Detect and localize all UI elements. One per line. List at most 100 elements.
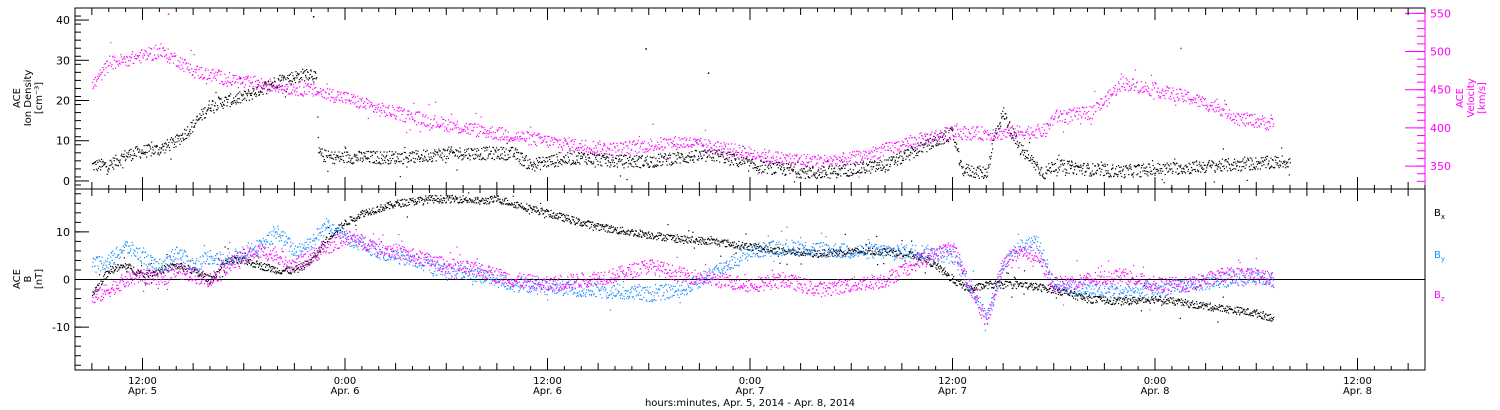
bx-point bbox=[119, 266, 121, 268]
bx-point bbox=[173, 263, 176, 266]
ion-density-point bbox=[1254, 168, 1256, 170]
velocity-point bbox=[293, 86, 295, 88]
ion-density-point bbox=[401, 153, 403, 155]
velocity-point bbox=[1131, 84, 1133, 86]
velocity-point bbox=[682, 138, 684, 140]
ion-density-point bbox=[1048, 163, 1050, 165]
ion-density-point bbox=[110, 164, 112, 166]
velocity-point bbox=[606, 153, 608, 155]
velocity-point bbox=[233, 77, 235, 79]
ion-density-point bbox=[855, 172, 857, 174]
bx-point bbox=[131, 269, 133, 271]
ion-density-point bbox=[1058, 154, 1060, 156]
velocity-point bbox=[537, 134, 539, 136]
ion-density-point bbox=[730, 154, 732, 156]
ion-density-point bbox=[1148, 171, 1150, 173]
ion-density-point bbox=[759, 165, 761, 167]
velocity-point bbox=[260, 85, 262, 87]
ion-density-point bbox=[816, 176, 818, 179]
ion-density-point bbox=[382, 159, 384, 161]
ion-density-point bbox=[626, 179, 628, 181]
ion-density-point bbox=[621, 159, 623, 161]
ion-density-point bbox=[124, 160, 126, 162]
ion-density-point bbox=[1190, 172, 1192, 174]
ion-density-point bbox=[1010, 135, 1012, 137]
ion-density-point bbox=[381, 154, 383, 156]
ion-density-point bbox=[1127, 169, 1129, 171]
ion-density-point bbox=[546, 166, 548, 168]
velocity-point bbox=[231, 80, 234, 82]
ion-density-point bbox=[1169, 169, 1171, 171]
ion-density-point bbox=[1006, 116, 1008, 118]
velocity-point bbox=[100, 72, 102, 74]
ion-density-point bbox=[508, 157, 510, 159]
velocity-point bbox=[768, 149, 770, 152]
ion-density-point bbox=[727, 159, 729, 161]
velocity-point bbox=[651, 140, 653, 142]
velocity-point bbox=[181, 58, 183, 60]
velocity-point bbox=[658, 148, 661, 150]
velocity-point bbox=[384, 111, 386, 113]
bx-point bbox=[112, 266, 114, 268]
velocity-point bbox=[732, 150, 734, 152]
ion-density-point bbox=[257, 84, 259, 86]
ion-density-point bbox=[342, 153, 344, 155]
ion-density-point bbox=[891, 159, 893, 162]
ion-density-point bbox=[773, 172, 775, 174]
ion-density-point bbox=[139, 156, 141, 158]
ion-density-point bbox=[888, 157, 890, 159]
ion-density-point bbox=[396, 156, 398, 158]
velocity-point bbox=[784, 156, 786, 159]
ion-density-point bbox=[238, 98, 240, 100]
ion-density-point bbox=[1139, 176, 1141, 178]
velocity-point bbox=[1069, 109, 1072, 111]
ion-density-point bbox=[1153, 172, 1155, 175]
ion-density-point bbox=[1009, 132, 1011, 134]
ion-density-point bbox=[548, 165, 550, 167]
ion-density-point bbox=[1235, 163, 1237, 165]
ion-density-point bbox=[371, 154, 373, 156]
ion-density-point bbox=[616, 163, 618, 165]
ion-density-point bbox=[455, 149, 457, 151]
velocity-point bbox=[625, 141, 627, 143]
velocity-point bbox=[812, 165, 814, 167]
ion-density-point bbox=[780, 166, 783, 168]
ion-density-point bbox=[754, 164, 756, 166]
ion-density-point bbox=[1288, 159, 1290, 161]
ion-density-point bbox=[214, 102, 217, 104]
ion-density-point bbox=[1234, 158, 1236, 160]
velocity-point bbox=[210, 72, 212, 74]
velocity-point bbox=[1247, 123, 1249, 125]
velocity-point bbox=[932, 140, 935, 142]
ion-density-point bbox=[796, 173, 798, 175]
velocity-point bbox=[285, 90, 287, 92]
velocity-point bbox=[868, 150, 870, 152]
bx-point bbox=[182, 269, 184, 271]
velocity-point bbox=[1217, 103, 1219, 105]
velocity-point bbox=[1085, 106, 1088, 108]
velocity-point bbox=[1161, 90, 1163, 92]
ion-density-point bbox=[1033, 161, 1035, 163]
ion-density-point bbox=[1208, 159, 1210, 162]
ion-density-point bbox=[1174, 158, 1176, 160]
velocity-point bbox=[230, 83, 232, 86]
velocity-point bbox=[492, 138, 494, 140]
ion-density-point bbox=[1180, 170, 1182, 173]
ion-density-point bbox=[649, 165, 651, 167]
ion-density-point bbox=[637, 166, 639, 168]
velocity-point bbox=[434, 115, 436, 117]
velocity-point bbox=[481, 126, 483, 128]
ion-density-point bbox=[622, 163, 624, 165]
velocity-point bbox=[990, 137, 992, 139]
velocity-point bbox=[743, 157, 745, 159]
ion-density-point bbox=[410, 160, 412, 162]
ion-density-point bbox=[1205, 169, 1207, 172]
velocity-point bbox=[891, 150, 893, 152]
velocity-point bbox=[1100, 107, 1102, 110]
ion-density-point bbox=[809, 168, 811, 170]
velocity-point bbox=[613, 142, 615, 144]
velocity-point bbox=[871, 156, 873, 158]
axis-label-line: Ion Density bbox=[23, 70, 34, 127]
ion-density-point bbox=[306, 78, 308, 80]
bx-point bbox=[183, 268, 185, 270]
